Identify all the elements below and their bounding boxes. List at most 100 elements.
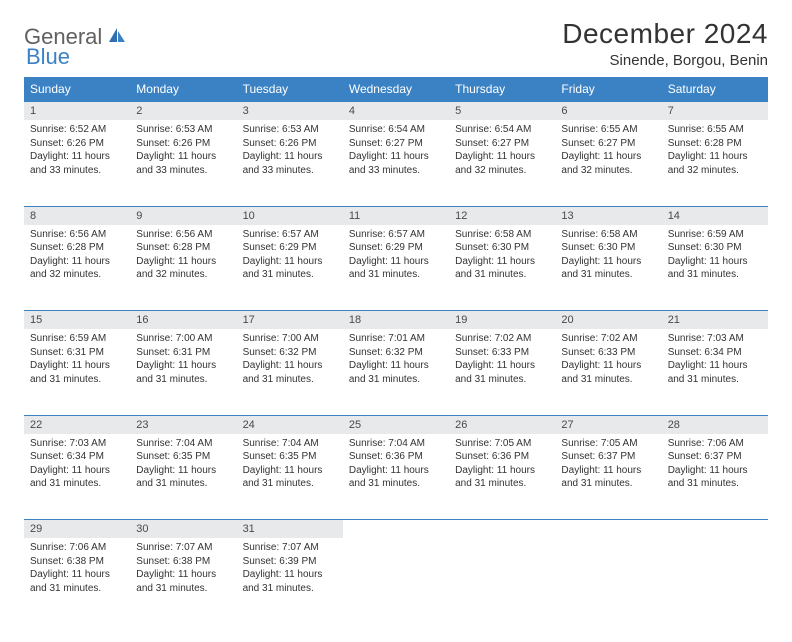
sunrise-line: Sunrise: 6:59 AM (668, 228, 762, 242)
sunrise-line: Sunrise: 6:55 AM (561, 123, 655, 137)
sunset-line: Sunset: 6:30 PM (561, 241, 655, 255)
day-content: Sunrise: 7:05 AMSunset: 6:37 PMDaylight:… (555, 434, 661, 497)
day-number-cell: 10 (237, 206, 343, 225)
day-number-cell: 19 (449, 311, 555, 330)
logo-word-2: Blue (26, 44, 70, 69)
day-number-cell: 28 (662, 415, 768, 434)
day-content: Sunrise: 6:52 AMSunset: 6:26 PMDaylight:… (24, 120, 130, 183)
day-number-cell: 25 (343, 415, 449, 434)
sunrise-line: Sunrise: 7:06 AM (668, 437, 762, 451)
sunset-line: Sunset: 6:31 PM (30, 346, 124, 360)
day-cell: Sunrise: 6:56 AMSunset: 6:28 PMDaylight:… (130, 225, 236, 311)
day-header: Friday (555, 77, 661, 102)
day-number-cell (555, 520, 661, 539)
day-number-cell: 29 (24, 520, 130, 539)
daylight-line: Daylight: 11 hours and 31 minutes. (136, 359, 230, 386)
day-content: Sunrise: 7:04 AMSunset: 6:36 PMDaylight:… (343, 434, 449, 497)
sunrise-line: Sunrise: 7:03 AM (30, 437, 124, 451)
day-header-row: SundayMondayTuesdayWednesdayThursdayFrid… (24, 77, 768, 102)
day-cell: Sunrise: 6:58 AMSunset: 6:30 PMDaylight:… (555, 225, 661, 311)
sunset-line: Sunset: 6:32 PM (349, 346, 443, 360)
day-cell: Sunrise: 6:54 AMSunset: 6:27 PMDaylight:… (343, 120, 449, 206)
day-number-cell: 13 (555, 206, 661, 225)
sunrise-line: Sunrise: 7:02 AM (455, 332, 549, 346)
sunrise-line: Sunrise: 6:57 AM (349, 228, 443, 242)
day-cell: Sunrise: 7:01 AMSunset: 6:32 PMDaylight:… (343, 329, 449, 415)
sunrise-line: Sunrise: 6:56 AM (30, 228, 124, 242)
day-number-cell: 26 (449, 415, 555, 434)
day-content: Sunrise: 6:59 AMSunset: 6:31 PMDaylight:… (24, 329, 130, 392)
day-number-cell: 27 (555, 415, 661, 434)
day-content: Sunrise: 6:57 AMSunset: 6:29 PMDaylight:… (343, 225, 449, 288)
sunrise-line: Sunrise: 6:54 AM (349, 123, 443, 137)
logo-sail-icon (107, 26, 127, 49)
sunset-line: Sunset: 6:27 PM (455, 137, 549, 151)
day-number-cell: 14 (662, 206, 768, 225)
sunrise-line: Sunrise: 7:04 AM (243, 437, 337, 451)
day-content: Sunrise: 6:59 AMSunset: 6:30 PMDaylight:… (662, 225, 768, 288)
day-content: Sunrise: 6:58 AMSunset: 6:30 PMDaylight:… (449, 225, 555, 288)
day-cell: Sunrise: 7:04 AMSunset: 6:36 PMDaylight:… (343, 434, 449, 520)
day-content: Sunrise: 6:56 AMSunset: 6:28 PMDaylight:… (130, 225, 236, 288)
daylight-line: Daylight: 11 hours and 31 minutes. (349, 255, 443, 282)
title-block: December 2024 Sinende, Borgou, Benin (562, 18, 768, 69)
day-cell: Sunrise: 7:00 AMSunset: 6:32 PMDaylight:… (237, 329, 343, 415)
day-number-cell: 15 (24, 311, 130, 330)
sunrise-line: Sunrise: 7:07 AM (243, 541, 337, 555)
calendar-table: SundayMondayTuesdayWednesdayThursdayFrid… (24, 77, 768, 624)
sunrise-line: Sunrise: 7:05 AM (455, 437, 549, 451)
sunrise-line: Sunrise: 6:59 AM (30, 332, 124, 346)
day-header: Sunday (24, 77, 130, 102)
day-cell: Sunrise: 6:58 AMSunset: 6:30 PMDaylight:… (449, 225, 555, 311)
day-number-cell: 1 (24, 102, 130, 121)
daylight-line: Daylight: 11 hours and 31 minutes. (455, 464, 549, 491)
day-number-cell (449, 520, 555, 539)
daylight-line: Daylight: 11 hours and 31 minutes. (455, 359, 549, 386)
daylight-line: Daylight: 11 hours and 31 minutes. (243, 568, 337, 595)
sunset-line: Sunset: 6:38 PM (136, 555, 230, 569)
sunset-line: Sunset: 6:30 PM (455, 241, 549, 255)
day-number-cell: 17 (237, 311, 343, 330)
sunset-line: Sunset: 6:26 PM (243, 137, 337, 151)
sunrise-line: Sunrise: 6:52 AM (30, 123, 124, 137)
month-title: December 2024 (562, 18, 768, 50)
daylight-line: Daylight: 11 hours and 31 minutes. (30, 359, 124, 386)
sunset-line: Sunset: 6:33 PM (455, 346, 549, 360)
day-number-cell: 24 (237, 415, 343, 434)
day-number-cell: 22 (24, 415, 130, 434)
daylight-line: Daylight: 11 hours and 31 minutes. (243, 359, 337, 386)
day-cell: Sunrise: 7:04 AMSunset: 6:35 PMDaylight:… (130, 434, 236, 520)
daylight-line: Daylight: 11 hours and 31 minutes. (243, 464, 337, 491)
day-cell: Sunrise: 6:55 AMSunset: 6:27 PMDaylight:… (555, 120, 661, 206)
sunset-line: Sunset: 6:26 PM (136, 137, 230, 151)
day-content: Sunrise: 7:04 AMSunset: 6:35 PMDaylight:… (130, 434, 236, 497)
day-content: Sunrise: 7:02 AMSunset: 6:33 PMDaylight:… (555, 329, 661, 392)
day-number-cell: 18 (343, 311, 449, 330)
logo-word2-wrap: Blue (26, 44, 70, 70)
day-cell: Sunrise: 6:53 AMSunset: 6:26 PMDaylight:… (237, 120, 343, 206)
daylight-line: Daylight: 11 hours and 33 minutes. (136, 150, 230, 177)
sunset-line: Sunset: 6:27 PM (349, 137, 443, 151)
day-number-cell: 11 (343, 206, 449, 225)
sunrise-line: Sunrise: 7:04 AM (136, 437, 230, 451)
day-cell: Sunrise: 6:59 AMSunset: 6:30 PMDaylight:… (662, 225, 768, 311)
day-number-cell: 23 (130, 415, 236, 434)
daylight-line: Daylight: 11 hours and 31 minutes. (349, 359, 443, 386)
day-number-cell: 6 (555, 102, 661, 121)
sunset-line: Sunset: 6:35 PM (243, 450, 337, 464)
sunset-line: Sunset: 6:37 PM (668, 450, 762, 464)
sunrise-line: Sunrise: 7:05 AM (561, 437, 655, 451)
daylight-line: Daylight: 11 hours and 31 minutes. (668, 464, 762, 491)
sunrise-line: Sunrise: 7:01 AM (349, 332, 443, 346)
day-cell: Sunrise: 7:05 AMSunset: 6:37 PMDaylight:… (555, 434, 661, 520)
sunset-line: Sunset: 6:31 PM (136, 346, 230, 360)
daynum-row: 15161718192021 (24, 311, 768, 330)
sunrise-line: Sunrise: 6:58 AM (561, 228, 655, 242)
day-content: Sunrise: 6:53 AMSunset: 6:26 PMDaylight:… (237, 120, 343, 183)
daylight-line: Daylight: 11 hours and 32 minutes. (455, 150, 549, 177)
daynum-row: 293031 (24, 520, 768, 539)
sunset-line: Sunset: 6:33 PM (561, 346, 655, 360)
sunrise-line: Sunrise: 7:03 AM (668, 332, 762, 346)
week-row: Sunrise: 6:52 AMSunset: 6:26 PMDaylight:… (24, 120, 768, 206)
daylight-line: Daylight: 11 hours and 31 minutes. (136, 464, 230, 491)
